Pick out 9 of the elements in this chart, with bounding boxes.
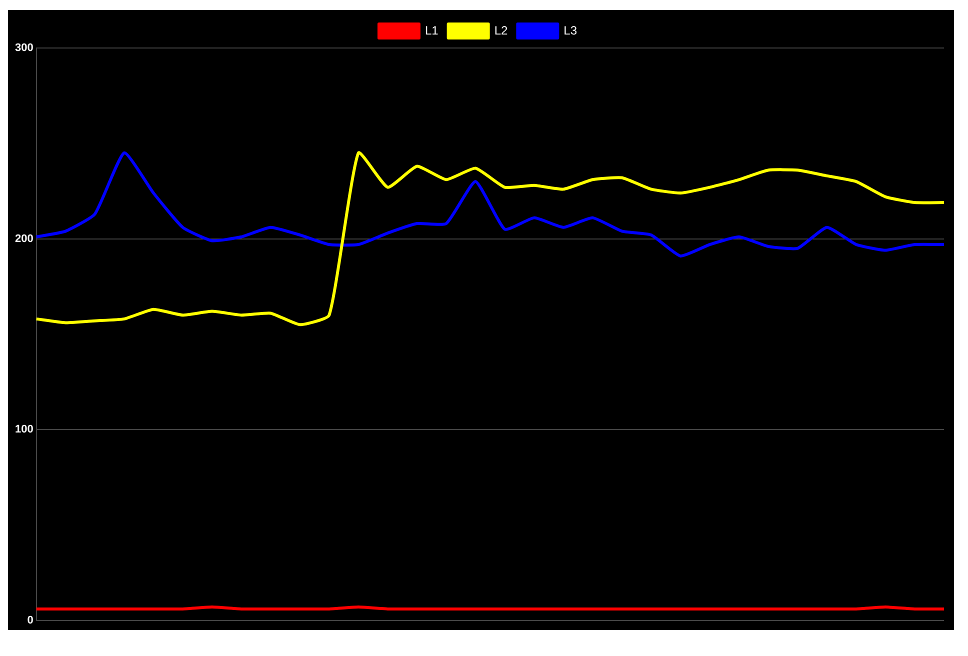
y-tick-label: 300 — [14, 42, 34, 54]
y-tick-label: 200 — [14, 232, 34, 245]
line-series — [34, 151, 946, 258]
legend-label: L3 — [564, 23, 578, 38]
y-tick-label: 100 — [14, 424, 34, 436]
y-tick-label: 0 — [27, 614, 34, 626]
legend-label: L2 — [494, 23, 508, 38]
legend-label: L1 — [424, 23, 439, 38]
line-series — [34, 151, 946, 326]
